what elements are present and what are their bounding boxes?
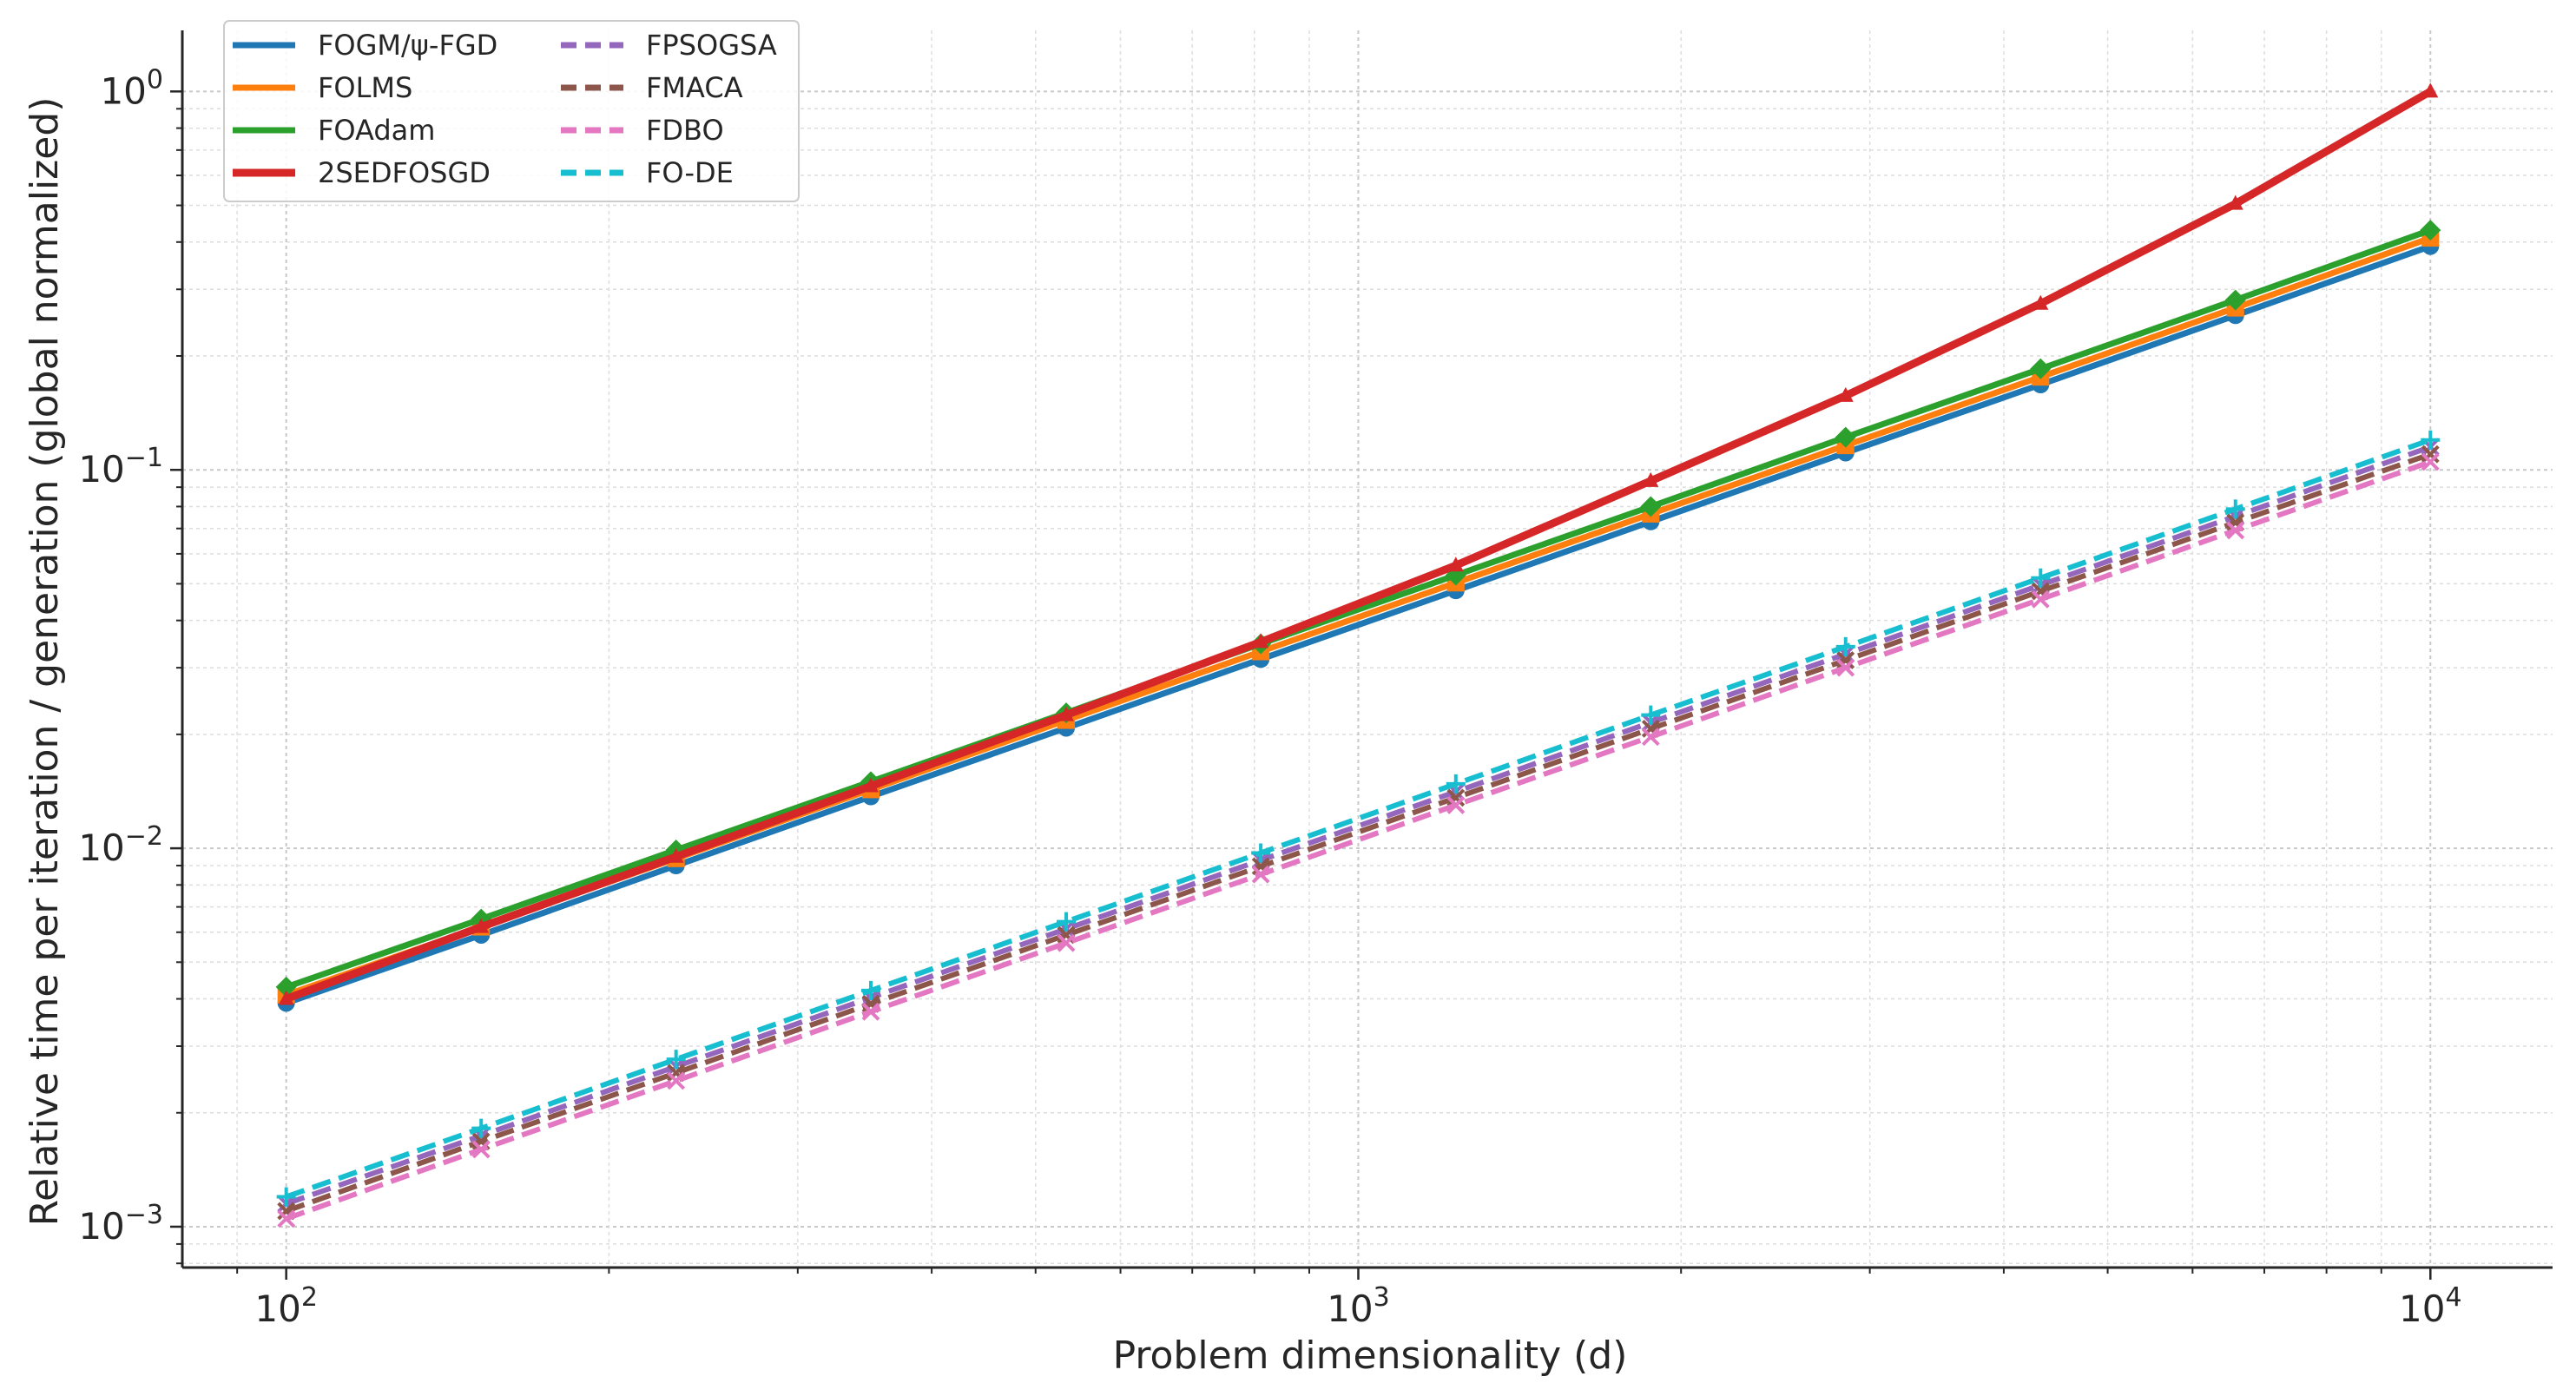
legend-label: FOAdam <box>318 114 435 147</box>
data-point <box>1836 651 1855 669</box>
data-point <box>1253 633 1269 649</box>
legend-label: FOGM/ψ-FGD <box>318 29 497 62</box>
data-point <box>1058 706 1075 721</box>
data-point <box>1446 788 1466 807</box>
data-point <box>2225 499 2245 519</box>
data-point <box>275 976 297 998</box>
data-point <box>277 1209 296 1228</box>
series-3 <box>278 82 2439 1005</box>
data-point <box>863 777 880 793</box>
data-point <box>2031 568 2051 588</box>
legend-label: 2SEDFOSGD <box>318 156 491 189</box>
legend: FOGM/ψ-FGD FOLMS FOAdam 2SEDFOSGD FPSOGSA FMA… <box>223 20 800 202</box>
data-point <box>1641 705 1661 725</box>
data-point <box>1643 471 1659 487</box>
y-tick-label: 10−2 <box>78 821 163 869</box>
legend-box <box>223 20 800 202</box>
x-tick-label: 102 <box>254 1282 318 1330</box>
data-point <box>2421 430 2441 450</box>
data-point <box>668 847 684 863</box>
legend-label: FMACA <box>646 71 743 104</box>
data-point <box>1641 728 1660 747</box>
data-point <box>2224 289 2246 311</box>
data-point <box>1057 912 1077 932</box>
data-point <box>861 1002 880 1021</box>
data-point <box>861 980 881 1000</box>
data-point <box>276 1187 296 1207</box>
data-point <box>1835 426 1856 448</box>
series-line <box>283 227 2434 991</box>
x-tick-label: 104 <box>2399 1282 2462 1330</box>
series-line <box>285 437 2432 1200</box>
series-line <box>285 444 2432 1207</box>
data-point <box>1640 496 1662 517</box>
series-line <box>285 451 2432 1214</box>
data-point <box>667 1071 686 1090</box>
data-point <box>2030 358 2052 379</box>
data-point <box>666 1050 686 1070</box>
y-tick-label: 10−3 <box>78 1200 163 1248</box>
data-point <box>2422 82 2439 98</box>
data-point <box>1836 658 1855 677</box>
y-tick-label: 10−1 <box>78 443 163 491</box>
data-point <box>1057 933 1076 952</box>
data-point <box>2420 220 2441 241</box>
series-line <box>285 459 2432 1222</box>
series-line <box>282 87 2434 1003</box>
y-axis-label: Relative time per iteration / generation… <box>23 97 67 1227</box>
grid <box>182 30 2553 1268</box>
data-point <box>2226 521 2245 540</box>
x-axis-label: Problem dimensionality (d) <box>1113 1334 1628 1378</box>
data-point <box>278 990 294 1005</box>
x-tick-label: 103 <box>1327 1282 1390 1330</box>
data-point <box>1837 386 1854 402</box>
series-line <box>283 243 2434 1006</box>
legend-label: FOLMS <box>318 71 412 104</box>
series-7 <box>276 430 2441 1207</box>
legend-label: FDBO <box>646 114 724 147</box>
tick-labels: 102 103 104 10−3 10−2 10−1 100 <box>78 64 2461 1330</box>
data-point <box>1446 796 1466 814</box>
data-point <box>1251 865 1270 884</box>
data-point <box>2032 294 2049 310</box>
data-point <box>1835 636 1855 656</box>
data-point <box>2031 589 2050 609</box>
legend-label: FO-DE <box>646 156 734 189</box>
data-point <box>471 1140 491 1159</box>
data-point <box>2421 452 2440 471</box>
data-point <box>1447 556 1464 572</box>
legend-label: FPSOGSA <box>646 29 777 62</box>
axes <box>170 30 2553 1280</box>
data-point <box>473 918 490 933</box>
data-point <box>2227 194 2243 210</box>
data-point <box>471 1118 491 1138</box>
series-group <box>275 82 2441 1228</box>
data-point <box>1251 843 1271 863</box>
data-point <box>2421 445 2440 464</box>
y-tick-label: 100 <box>100 64 163 112</box>
data-point <box>1446 774 1466 794</box>
series-6 <box>277 452 2440 1228</box>
